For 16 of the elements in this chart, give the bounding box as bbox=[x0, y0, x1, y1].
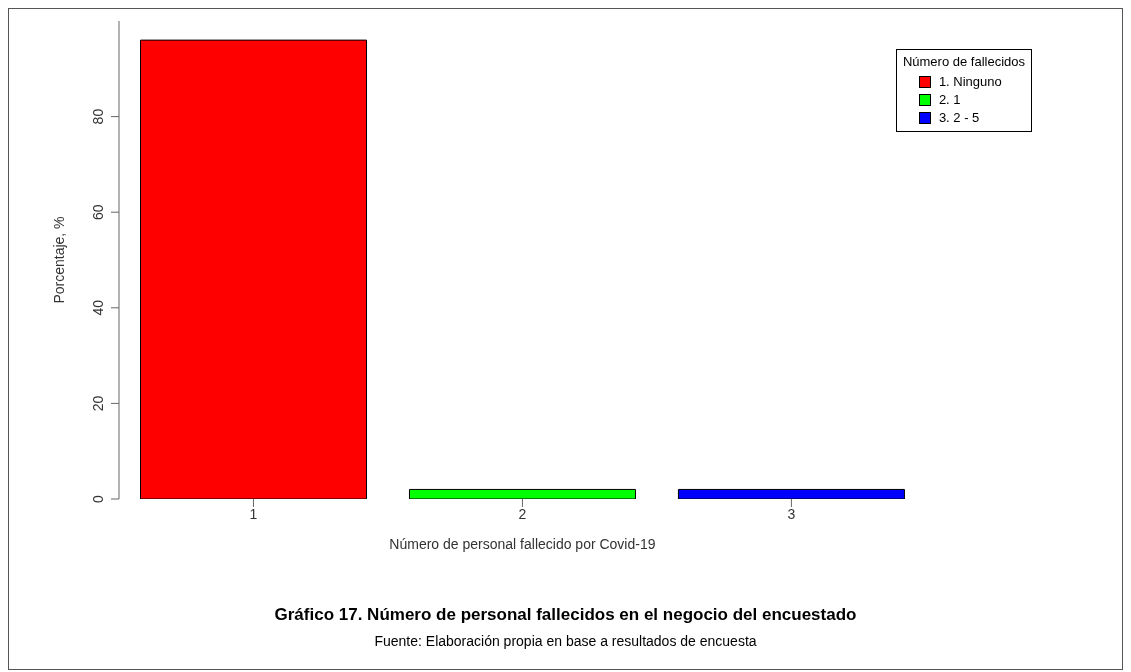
x-tick-label: 3 bbox=[787, 505, 796, 522]
y-tick-label: 80 bbox=[90, 108, 106, 125]
text: Gráfico 17. Número de personal fallecidos en el negocio del encuestado bbox=[273, 605, 858, 625]
x-tick-label: 1 bbox=[249, 505, 258, 522]
x-tick-label: 2 bbox=[518, 505, 527, 522]
legend-label: 1. Ninguno bbox=[938, 73, 1002, 91]
y-tick-label: 40 bbox=[90, 299, 106, 316]
y-tick-label: 0 bbox=[90, 494, 106, 503]
legend-title: Número de fallecidos bbox=[902, 54, 1025, 69]
legend-label: 2. 1 bbox=[938, 91, 961, 109]
y-axis-title: Porcentaje, % bbox=[50, 216, 67, 304]
y-tick-label: 60 bbox=[90, 204, 106, 220]
legend-label: 3. 2 - 5 bbox=[938, 109, 980, 127]
x-axis-title: Número de personal fallecido por Covid-19 bbox=[389, 536, 656, 552]
source-note: Fuente: Elaboración propia en base a resultados de encuesta bbox=[373, 633, 758, 649]
y-tick-label: 20 bbox=[90, 395, 106, 412]
